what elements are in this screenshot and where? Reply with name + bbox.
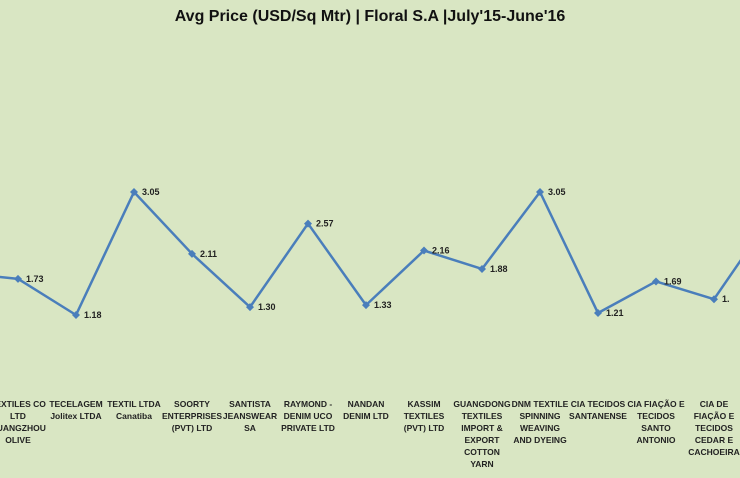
category-label: DNM TEXTILE SPINNING WEAVING AND DYEING xyxy=(512,399,569,445)
data-label: 3.05 xyxy=(548,187,566,197)
data-point-marker xyxy=(710,295,718,304)
data-point-marker xyxy=(14,274,22,283)
data-label: 2.16 xyxy=(432,246,450,256)
data-point-marker xyxy=(652,277,660,286)
data-point-marker xyxy=(130,188,138,196)
series-line xyxy=(0,190,740,317)
data-label: 2.57 xyxy=(316,219,334,229)
data-point-marker xyxy=(594,309,602,318)
data-point-marker xyxy=(362,301,370,310)
category-label: CIA TECIDOS SANTANENSE xyxy=(569,399,627,421)
data-label: 3.05 xyxy=(142,187,160,197)
data-point-marker xyxy=(188,249,196,258)
category-label: CIA FIAÇÃO E TECIDOS SANTO ANTONIO xyxy=(627,399,685,445)
data-label: 1.18 xyxy=(84,310,102,320)
data-label: 1.21 xyxy=(606,308,624,318)
category-label: NANDAN DENIM LTD xyxy=(343,399,389,421)
category-label: TEXTIL LTDA Canatiba xyxy=(107,399,161,421)
data-point-marker xyxy=(304,219,312,228)
category-label: CIA DE FIAÇÃO E TECIDOS CEDAR E CACHOEIRA xyxy=(688,399,739,457)
data-label: 2.11 xyxy=(200,249,217,259)
data-label: 1. xyxy=(722,294,730,304)
category-label: TECELAGEM Jolitex LTDA xyxy=(49,399,102,421)
category-label: RAYMOND -DENIM UCO PRIVATE LTD xyxy=(281,399,335,433)
data-label: 1.69 xyxy=(664,276,682,286)
data-label: 1.33 xyxy=(374,300,392,310)
category-label: KASSIM TEXTILES (PVT) LTD xyxy=(404,399,445,433)
category-label: GUANGDONG TEXTILES IMPORT & EXPORT COTTON YAR… xyxy=(453,399,511,469)
chart-title: Avg Price (USD/Sq Mtr) | Floral S.A |Jul… xyxy=(174,8,566,25)
category-label: TEXTILES COLTDGUANGZHOUOLIVE xyxy=(0,399,46,445)
data-point-marker xyxy=(420,246,428,255)
data-point-marker xyxy=(536,188,544,196)
data-point-marker xyxy=(478,264,486,273)
category-label: SANTISTA JEANSWEAR SA xyxy=(223,399,277,433)
data-label: 1.88 xyxy=(490,264,508,274)
data-point-marker xyxy=(72,311,80,319)
category-label: SOORTY ENTERPRISES (PVT) LTD xyxy=(162,399,222,433)
data-label: 1.73 xyxy=(26,274,44,284)
data-point-marker xyxy=(246,303,254,312)
data-label: 1.30 xyxy=(258,302,276,312)
